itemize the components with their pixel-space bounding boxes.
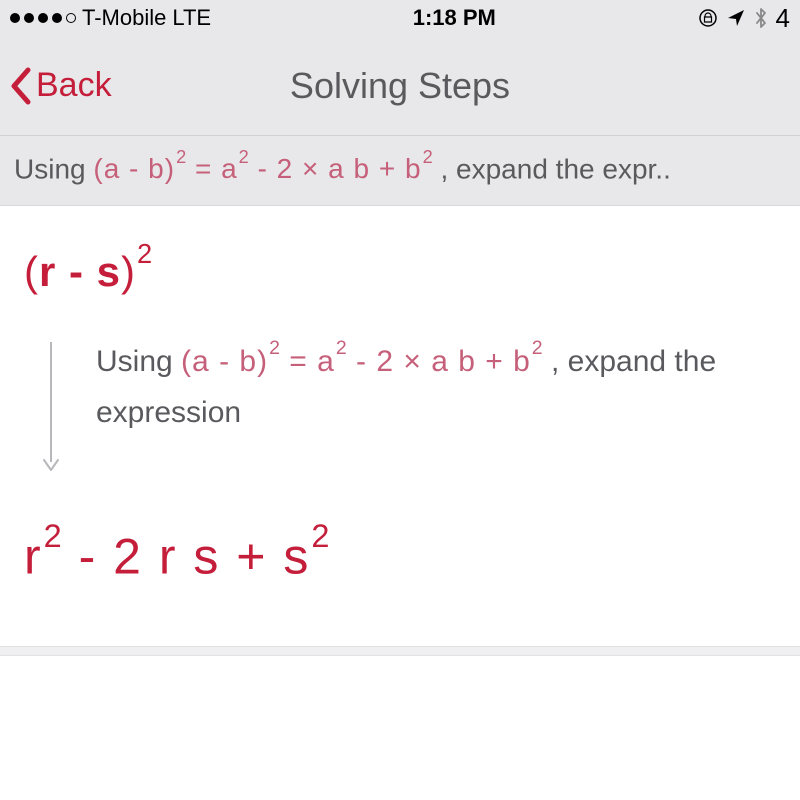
status-bar: T-Mobile LTE 1:18 PM 4 <box>0 0 800 36</box>
step-explanation: Using (a - b)2 = a2 - 2 × a b + b2 , exp… <box>96 336 776 438</box>
bluetooth-icon <box>754 7 768 29</box>
section-divider <box>0 646 800 656</box>
location-icon <box>726 8 746 28</box>
result-expression: r2 - 2 r s + s2 <box>24 497 776 626</box>
clock: 1:18 PM <box>413 5 496 31</box>
rule-subheader: Using (a - b)2 = a2 - 2 × a b + b2 , exp… <box>0 136 800 206</box>
subheader-prefix: Using <box>14 153 93 184</box>
step-row: Using (a - b)2 = a2 - 2 × a b + b2 , exp… <box>24 306 776 497</box>
chevron-left-icon <box>8 66 34 106</box>
network-label: LTE <box>172 5 211 31</box>
step-formula: (a - b)2 = a2 - 2 × a b + b2 <box>181 345 543 378</box>
initial-expression: (r - s)2 <box>24 246 776 306</box>
back-button[interactable]: Back <box>0 66 112 106</box>
carrier-label: T-Mobile <box>82 5 166 31</box>
page-title: Solving Steps <box>290 65 510 107</box>
status-left: T-Mobile LTE <box>10 5 211 31</box>
step-prefix: Using <box>96 345 181 378</box>
status-right-partial: 4 <box>776 3 790 34</box>
content-area: (r - s)2 Using (a - b)2 = a2 - 2 × a b +… <box>0 206 800 646</box>
orientation-lock-icon <box>698 8 718 28</box>
back-label: Back <box>36 66 112 105</box>
nav-bar: Back Solving Steps <box>0 36 800 136</box>
subheader-formula: (a - b)2 = a2 - 2 × a b + b2 <box>93 153 432 184</box>
signal-strength-icon <box>10 13 76 23</box>
status-right: 4 <box>698 3 790 34</box>
subheader-suffix: , expand the expr.. <box>433 153 671 184</box>
arrow-down-icon <box>40 336 96 477</box>
